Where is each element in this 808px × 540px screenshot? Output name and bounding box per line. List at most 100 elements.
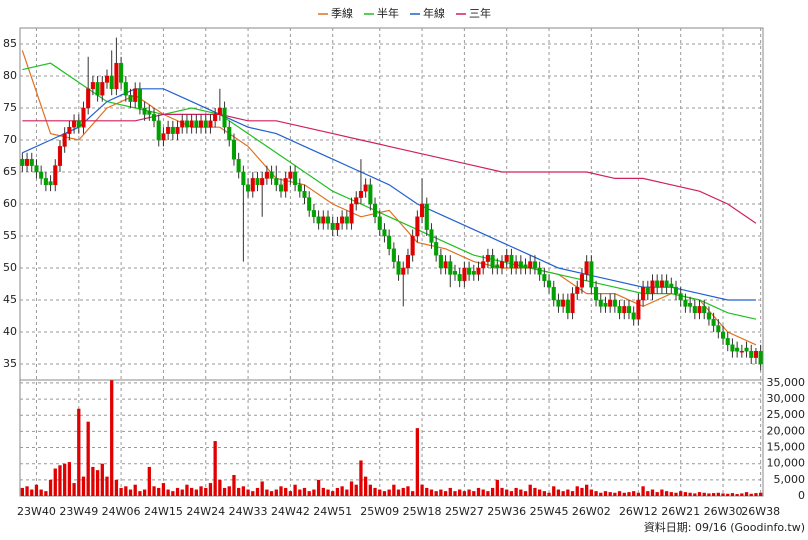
candle-body: [725, 338, 730, 346]
volume-bar: [392, 484, 396, 496]
candle-body: [739, 350, 744, 353]
candle-body: [90, 82, 95, 90]
candle-body: [264, 171, 269, 179]
volume-bar: [255, 487, 260, 496]
candle-body: [617, 306, 622, 314]
candle-body: [753, 350, 758, 358]
volume-bar: [142, 489, 147, 496]
candle-body: [335, 222, 340, 230]
candle-body: [363, 184, 368, 192]
volume-bar: [48, 479, 53, 496]
volume-bar: [505, 489, 509, 496]
candle-body: [612, 299, 617, 307]
volume-bar: [354, 484, 358, 496]
candle-body: [39, 171, 44, 179]
volume-bar: [279, 486, 283, 496]
volume-bar: [298, 489, 302, 496]
volume-bar: [439, 489, 443, 496]
volume-bar: [331, 491, 335, 496]
candle-body: [180, 120, 185, 128]
candle-body: [702, 306, 707, 314]
volume-bar: [312, 489, 316, 496]
candle-body: [100, 82, 105, 96]
candle-body: [391, 248, 396, 262]
candle-body: [490, 254, 495, 269]
candle-body: [452, 270, 458, 275]
candle-body: [546, 280, 552, 288]
volume-bar: [406, 486, 410, 496]
volume-bar: [547, 492, 551, 496]
candle-body: [307, 197, 312, 211]
candle-body: [208, 120, 213, 128]
candle-body: [321, 216, 326, 224]
candle-body: [104, 75, 110, 83]
candle-body: [471, 270, 476, 275]
volume-bar: [599, 492, 603, 496]
candle-body: [43, 178, 48, 186]
candle-body: [278, 184, 284, 192]
candle-body: [650, 280, 655, 294]
candle-body: [415, 216, 420, 237]
candle-body: [199, 120, 204, 128]
volume-bar: [486, 491, 490, 496]
volume-bar: [307, 491, 311, 496]
volume-bar: [528, 484, 532, 496]
plot-frame: [19, 27, 764, 497]
candle-body: [443, 261, 448, 269]
volume-bar: [617, 491, 622, 496]
volume-bar: [519, 489, 523, 496]
candle-body: [669, 283, 674, 288]
volume-bar: [166, 489, 170, 496]
candle-body: [34, 165, 39, 173]
candle-body: [645, 286, 650, 294]
volume-bar: [646, 491, 650, 496]
candle-body: [311, 210, 316, 218]
volume-bar: [735, 494, 739, 496]
y2-tick-label: 35,000: [767, 376, 806, 389]
volume-bar: [114, 479, 119, 496]
candle-body: [387, 235, 392, 250]
candle-body: [189, 120, 194, 128]
candle-body: [429, 229, 434, 243]
volume-bar: [199, 486, 203, 496]
y2-tick-label: 25,000: [767, 408, 806, 421]
candle-body: [565, 299, 570, 314]
candle-body: [67, 126, 72, 134]
candle-body: [48, 181, 53, 186]
candle-body: [457, 274, 462, 282]
candle-body: [81, 107, 86, 128]
candle-body: [25, 158, 30, 166]
y-tick-label: 45: [3, 293, 17, 306]
volume-bar: [63, 463, 67, 496]
volume-bar: [556, 489, 561, 496]
candle-body: [584, 261, 589, 275]
volume-bar: [340, 486, 344, 496]
volume-bar: [429, 489, 434, 496]
volume-bar: [232, 474, 236, 496]
candle-body: [626, 306, 632, 314]
volume-bar: [533, 487, 537, 496]
candle-body: [72, 120, 77, 128]
candle-body: [697, 306, 702, 314]
candle-body: [241, 171, 246, 186]
candle-body: [222, 107, 227, 128]
candle-body: [123, 82, 128, 96]
candle-body: [420, 203, 425, 218]
candle-body: [382, 229, 387, 237]
candle-body: [523, 264, 528, 269]
y-tick-label: 80: [3, 69, 17, 82]
candle-body: [76, 120, 81, 128]
volume-bar: [707, 493, 711, 496]
x-tick-label: 23W49: [59, 505, 98, 518]
candle-body: [603, 302, 608, 307]
candle-body: [128, 94, 133, 102]
candle-body: [594, 286, 599, 301]
candle-body: [246, 184, 251, 192]
candle-body: [481, 261, 486, 269]
x-tick-label: 25W45: [530, 505, 569, 518]
volume-bar: [302, 487, 307, 496]
volume-bar: [523, 491, 528, 496]
volume-bar: [636, 492, 641, 496]
y-tick-label: 55: [3, 229, 17, 242]
